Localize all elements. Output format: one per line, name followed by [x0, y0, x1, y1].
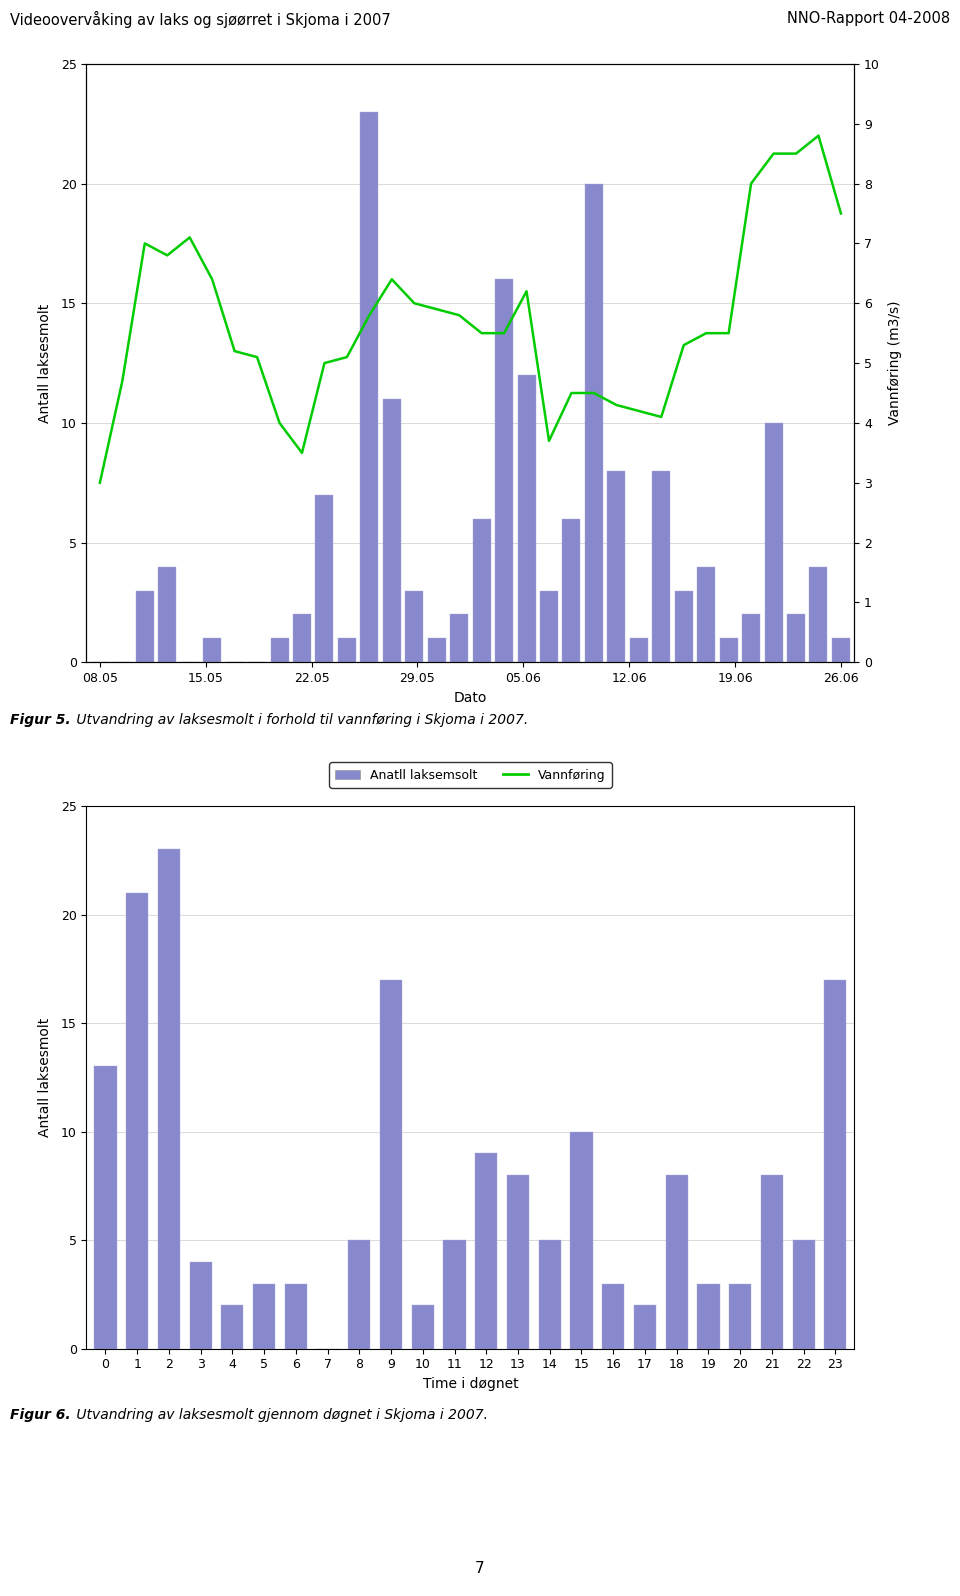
Bar [563, 519, 581, 662]
Bar [316, 495, 333, 662]
Bar [720, 638, 737, 662]
Bar [729, 1283, 752, 1349]
Text: Figur 6.: Figur 6. [10, 1408, 70, 1422]
Bar [158, 567, 177, 662]
Bar [832, 638, 850, 662]
Bar [157, 849, 180, 1349]
Bar [539, 1240, 561, 1349]
Bar [348, 1240, 371, 1349]
X-axis label: Time i døgnet: Time i døgnet [422, 1377, 518, 1390]
Bar [652, 471, 670, 662]
Bar [285, 1283, 307, 1349]
Bar [271, 638, 289, 662]
Text: NNO-Rapport 04-2008: NNO-Rapport 04-2008 [787, 11, 950, 26]
Bar [94, 1066, 116, 1349]
Bar [634, 1306, 656, 1349]
Bar [675, 591, 693, 662]
Bar [809, 567, 828, 662]
Y-axis label: Antall laksesmolt: Antall laksesmolt [38, 1018, 53, 1136]
Bar [338, 638, 356, 662]
Bar [570, 1132, 592, 1349]
Bar [472, 519, 491, 662]
Bar [444, 1240, 466, 1349]
Text: Utvandring av laksesmolt i forhold til vannføring i Skjoma i 2007.: Utvandring av laksesmolt i forhold til v… [72, 713, 528, 728]
Bar [608, 471, 625, 662]
Bar [380, 980, 402, 1349]
Bar [495, 279, 513, 662]
Text: Figur 5.: Figur 5. [10, 713, 70, 728]
Bar [126, 892, 148, 1349]
Bar [825, 980, 847, 1349]
Bar [697, 567, 715, 662]
Bar [517, 375, 536, 662]
Bar [405, 591, 423, 662]
Bar [540, 591, 558, 662]
Bar [189, 1262, 212, 1349]
Bar [697, 1283, 720, 1349]
Bar [602, 1283, 624, 1349]
Bar [793, 1240, 815, 1349]
Bar [383, 399, 400, 662]
Bar [360, 112, 378, 662]
Bar [221, 1306, 244, 1349]
Bar [742, 614, 760, 662]
Bar [787, 614, 805, 662]
X-axis label: Dato: Dato [454, 691, 487, 704]
Text: Videoovervåking av laks og sjøørret i Skjoma i 2007: Videoovervåking av laks og sjøørret i Sk… [10, 11, 391, 29]
Bar [760, 1175, 783, 1349]
Bar [450, 614, 468, 662]
Bar [428, 638, 445, 662]
Bar [475, 1154, 497, 1349]
Text: 7: 7 [475, 1561, 485, 1575]
Y-axis label: Antall laksesmolt: Antall laksesmolt [38, 303, 53, 423]
Bar [585, 184, 603, 662]
Bar [135, 591, 154, 662]
Bar [293, 614, 311, 662]
Bar [507, 1175, 529, 1349]
Bar [204, 638, 221, 662]
Y-axis label: Vannføring (m3/s): Vannføring (m3/s) [888, 300, 902, 426]
Bar [665, 1175, 687, 1349]
Bar [630, 638, 648, 662]
Text: Utvandring av laksesmolt gjennom døgnet i Skjoma i 2007.: Utvandring av laksesmolt gjennom døgnet … [72, 1408, 488, 1422]
Bar [764, 423, 782, 662]
Legend: Anatll laksemsolt, Vannføring: Anatll laksemsolt, Vannføring [329, 763, 612, 788]
Bar [412, 1306, 434, 1349]
Bar [253, 1283, 276, 1349]
